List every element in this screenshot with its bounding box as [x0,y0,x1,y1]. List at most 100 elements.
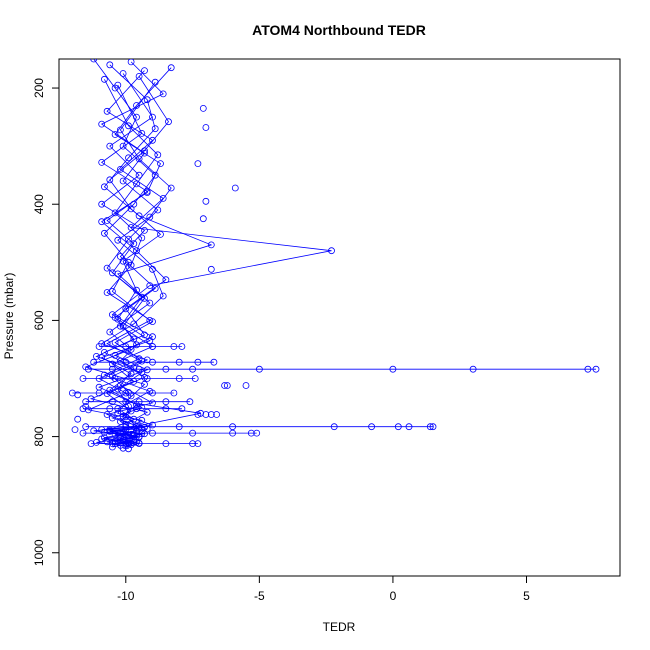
series-8-point [127,430,135,438]
series-6-point [138,404,146,411]
series-7-point [125,122,132,130]
outlier-point [213,411,221,418]
series-3-point [90,427,98,435]
series-2-point [106,61,114,69]
outlier-point [223,382,231,389]
spike-5-point [162,398,170,406]
x-axis-label: TEDR [323,620,356,634]
spike-2-point [79,429,87,437]
series-4-point [143,366,151,374]
spike-0-point [189,365,197,373]
series-9-point [133,427,140,435]
spike-3-point [109,440,116,448]
spike-2-point [189,429,197,437]
spike-4-point [90,358,98,366]
chart-title: ATOM4 Northbound TEDR [252,22,426,38]
series-9-point [143,187,151,195]
x-tick-label: 5 [523,589,530,603]
y-tick-label: 600 [32,310,46,330]
series-9-point [119,322,127,330]
series-3-point [157,160,164,168]
outlier-point [221,382,229,389]
spike-0-point [135,365,143,373]
series-8-point [149,265,156,273]
spike-1-point [426,423,434,431]
series-8-point [146,213,154,221]
series-1-point [103,264,111,272]
series-2-point [106,328,114,336]
series-8-point [159,292,167,300]
spike-2-point [149,429,156,437]
series-9-point [141,294,148,302]
series-0-point [119,142,127,150]
series-6-point [109,414,116,422]
outlier-point [202,197,210,205]
series-4-point [141,67,148,74]
series-8-point [98,435,106,443]
spike-1-point [405,423,413,431]
series-6-point [114,315,122,323]
series-6-point [141,147,148,155]
series-1-point [98,120,106,128]
series-7-point [103,289,111,296]
series-8-point [130,320,138,328]
spike-7-point [170,389,178,397]
outlier-point [202,411,210,418]
spike-3-point [189,440,197,448]
series-6-point [127,205,135,213]
series-1-point [159,90,167,98]
series-1-point [127,59,135,66]
series-6-point [133,286,140,294]
series-5-point [151,285,159,292]
x-axis: -10 -5 0 5 [117,576,530,603]
data-marks [69,59,600,453]
series-3-line [93,67,172,444]
spike-8-point [175,375,183,382]
spike-8-point [79,375,87,382]
series-4-point [117,165,124,173]
spike-1-point [175,423,183,431]
series-7-point [154,151,162,159]
outlier-point [231,184,239,192]
series-7-point [138,234,146,242]
series-9-point [109,269,116,277]
series-1-point [125,235,132,243]
outlier-point [202,124,210,131]
series-6-point [98,354,106,362]
spike-9-point [149,343,156,350]
series-6-point [135,73,143,80]
series-2-point [143,96,151,104]
spike-7-point [122,389,130,397]
series-6-point [165,118,172,126]
series-8-line [87,81,172,449]
outlier-point [199,215,207,223]
spike-2-point [247,429,255,437]
series-0-point [90,59,98,63]
spike-0-point [255,365,263,373]
series-9-point [138,129,146,137]
spike-0-point [469,365,477,373]
series-3-point [167,64,175,72]
series-9-line [100,84,148,449]
series-2-point [135,212,143,220]
series-7-point [101,75,108,83]
spike-6-point [133,405,140,413]
series-1-line [89,61,164,444]
series-5-point [119,70,127,77]
spike-2-point [229,429,237,437]
spike-4-point [210,358,218,366]
series-8-point [138,416,146,424]
series-9-point [133,341,140,349]
spike-9-point [95,343,103,350]
series-6-point [106,176,114,184]
spike-3-point [87,440,95,448]
series-2-point [141,380,148,388]
spike-0-point [85,365,92,373]
series-1-point [119,177,127,185]
series-1-point [143,408,151,416]
series-3-point [133,247,140,255]
series-0-point [151,171,159,179]
series-5-line [95,73,156,446]
series-9-point [98,158,106,166]
series-8-point [125,388,132,396]
